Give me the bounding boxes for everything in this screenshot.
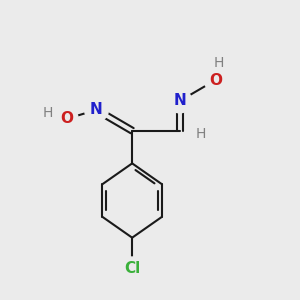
Text: O: O [60, 111, 73, 126]
Text: N: N [90, 102, 103, 117]
Text: H: H [213, 56, 224, 70]
Text: H: H [196, 127, 206, 141]
Ellipse shape [85, 98, 108, 122]
Ellipse shape [117, 257, 147, 281]
Ellipse shape [204, 69, 227, 92]
Text: N: N [173, 94, 186, 109]
Ellipse shape [168, 89, 192, 113]
Text: H: H [43, 106, 53, 120]
Text: O: O [209, 73, 222, 88]
Ellipse shape [56, 107, 78, 130]
Text: Cl: Cl [124, 261, 140, 276]
